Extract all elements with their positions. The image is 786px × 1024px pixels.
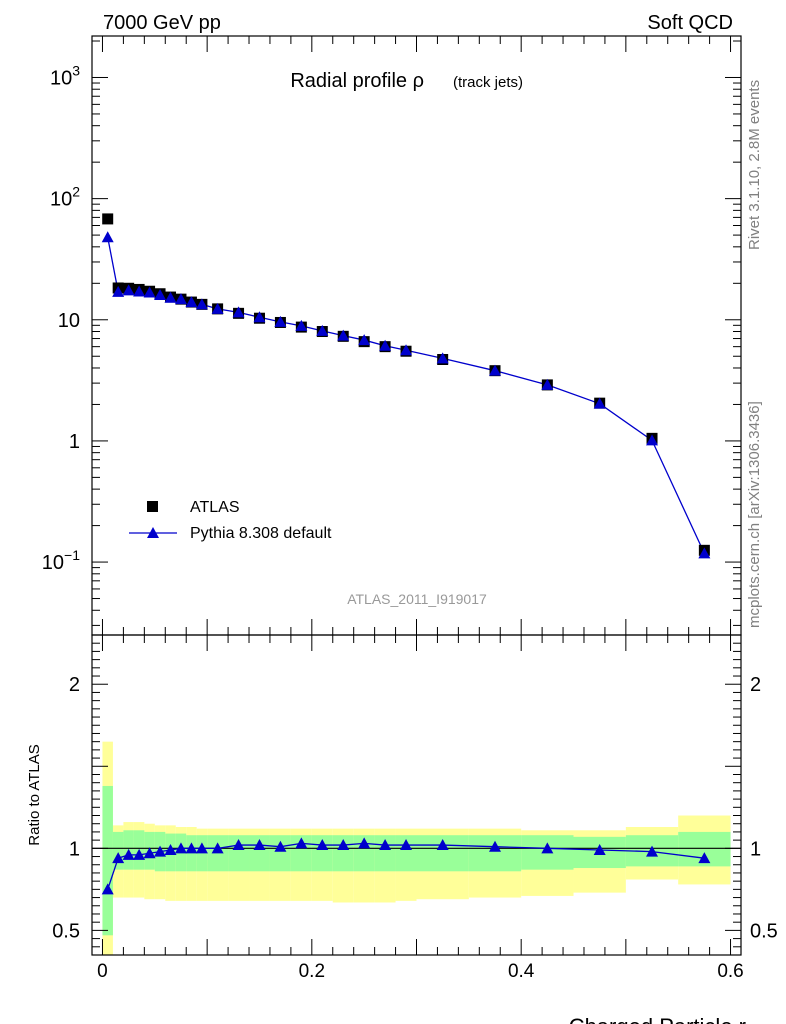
ratio-y-tick-label-right: 0.5 xyxy=(750,920,778,942)
legend-atlas-marker xyxy=(147,501,158,512)
header-left-label: 7000 GeV pp xyxy=(103,12,221,34)
pythia-data-point xyxy=(164,291,177,303)
ratio-band-inner-bin xyxy=(468,835,522,872)
pythia-data-point xyxy=(358,334,371,346)
pythia-ratio-point xyxy=(211,842,224,854)
pythia-data-point xyxy=(489,364,502,376)
main-panel-frame xyxy=(91,35,742,636)
pythia-ratio-point xyxy=(698,852,711,864)
pythia-ratio-point xyxy=(133,848,146,860)
pythia-ratio-point xyxy=(164,843,177,855)
ratio-y-axis-label: Ratio to ATLAS xyxy=(26,744,43,845)
ratio-y-tick-label: 0.5 xyxy=(52,920,80,942)
pythia-data-point xyxy=(122,284,135,296)
analysis-watermark: ATLAS_2011_I919017 xyxy=(347,591,487,607)
pythia-data-point xyxy=(211,302,224,314)
y-tick-label: 10−1 xyxy=(42,547,80,574)
pythia-ratio-point xyxy=(185,842,198,854)
pythia-data-point xyxy=(154,289,167,301)
pythia-data-point xyxy=(295,319,308,331)
pythia-data-point xyxy=(400,344,413,356)
ratio-axis-ticks: 0 0.2 0.4 0.6 0.5 0.5 1 1 2 2 xyxy=(52,634,778,982)
main-axis-ticks: 10−1 1 10 102 103 xyxy=(42,36,741,955)
pythia-data-point xyxy=(379,339,392,351)
atlas-data-point xyxy=(102,213,114,225)
pythia-ratio-point xyxy=(143,847,156,859)
x-tick-label: 0 xyxy=(97,961,108,982)
ratio-band-inner-bin xyxy=(102,785,113,936)
pythia-data-point xyxy=(232,306,245,318)
x-tick-label: 0.6 xyxy=(717,961,743,982)
pythia-data-point xyxy=(698,547,711,559)
pythia-data-point xyxy=(195,298,208,310)
y-tick-label: 103 xyxy=(50,62,80,89)
y-tick-label: 1 xyxy=(69,431,80,453)
pythia-ratio-point xyxy=(489,840,502,852)
pythia-data-point xyxy=(337,329,350,341)
chart-title: Radial profile ρ xyxy=(290,70,424,92)
pythia-data-point xyxy=(101,231,114,243)
pythia-data-point xyxy=(253,311,266,323)
pythia-data-point xyxy=(133,285,146,297)
pythia-data-point xyxy=(593,397,606,409)
pythia-ratio-point xyxy=(101,883,114,895)
panel-frames xyxy=(91,35,742,956)
pythia-data-point xyxy=(143,286,156,298)
rivet-version-label: Rivet 3.1.10, 2.8M events xyxy=(746,80,763,250)
legend-pythia-marker xyxy=(147,527,159,538)
pythia-ratio-point xyxy=(400,839,413,851)
pythia-data-point xyxy=(646,434,659,446)
x-tick-label: 0.4 xyxy=(508,961,535,982)
ratio-y-tick-label-right: 1 xyxy=(750,838,761,860)
pythia-ratio-point xyxy=(274,840,287,852)
pythia-ratio-point xyxy=(337,839,350,851)
ratio-band-inner-bin xyxy=(395,835,417,872)
pythia-ratio-point xyxy=(295,837,308,849)
pythia-ratio-point xyxy=(122,848,135,860)
pythia-ratio-point xyxy=(358,837,371,849)
ratio-y-tick-label: 2 xyxy=(69,674,80,696)
ratio-y-tick-label: 1 xyxy=(69,838,80,860)
pythia-ratio-point xyxy=(593,843,606,855)
legend-pythia-label: Pythia 8.308 default xyxy=(190,525,332,542)
legend: ATLAS Pythia 8.308 default xyxy=(129,499,332,542)
pythia-data-point xyxy=(185,296,198,308)
y-tick-label: 102 xyxy=(50,184,80,211)
ratio-y-tick-label-right: 2 xyxy=(750,674,761,696)
chart-subtitle: (track jets) xyxy=(453,74,523,91)
ratio-band-inner-bin xyxy=(228,835,250,872)
x-axis-label: Charged Particle r xyxy=(569,1014,746,1024)
pythia-ratio-point xyxy=(253,839,266,851)
y-tick-label: 10 xyxy=(58,310,80,332)
mcplots-reference-label: mcplots.cern.ch [arXiv:1306.3436] xyxy=(746,401,763,628)
x-tick-label: 0.2 xyxy=(299,961,325,982)
main-plot-marks xyxy=(101,213,711,559)
ratio-plot-marks xyxy=(101,837,711,895)
pythia-data-point xyxy=(541,378,554,390)
pythia-data-point xyxy=(316,324,329,336)
ratio-band-inner-bin xyxy=(112,831,124,870)
pythia-data-point xyxy=(436,352,449,364)
ratio-panel-frame xyxy=(91,634,742,956)
pythia-ratio-point xyxy=(195,842,208,854)
pythia-ratio-point xyxy=(316,839,329,851)
header-right-label: Soft QCD xyxy=(647,12,733,34)
pythia-ratio-point xyxy=(379,839,392,851)
pythia-data-point xyxy=(112,285,125,297)
pythia-ratio-point xyxy=(436,839,449,851)
pythia-ratio-point xyxy=(112,852,125,864)
pythia-data-point xyxy=(174,293,187,305)
pythia-data-point xyxy=(274,315,287,327)
pythia-ratio-point xyxy=(541,842,554,854)
pythia-ratio-point xyxy=(174,842,187,854)
pythia-ratio-point xyxy=(154,845,167,857)
pythia-ratio-point xyxy=(232,839,245,851)
ratio-band-inner-bin xyxy=(249,835,270,872)
pythia-ratio-point xyxy=(646,845,659,857)
ratio-band-inner-bin xyxy=(269,835,291,872)
legend-atlas-label: ATLAS xyxy=(190,499,240,516)
